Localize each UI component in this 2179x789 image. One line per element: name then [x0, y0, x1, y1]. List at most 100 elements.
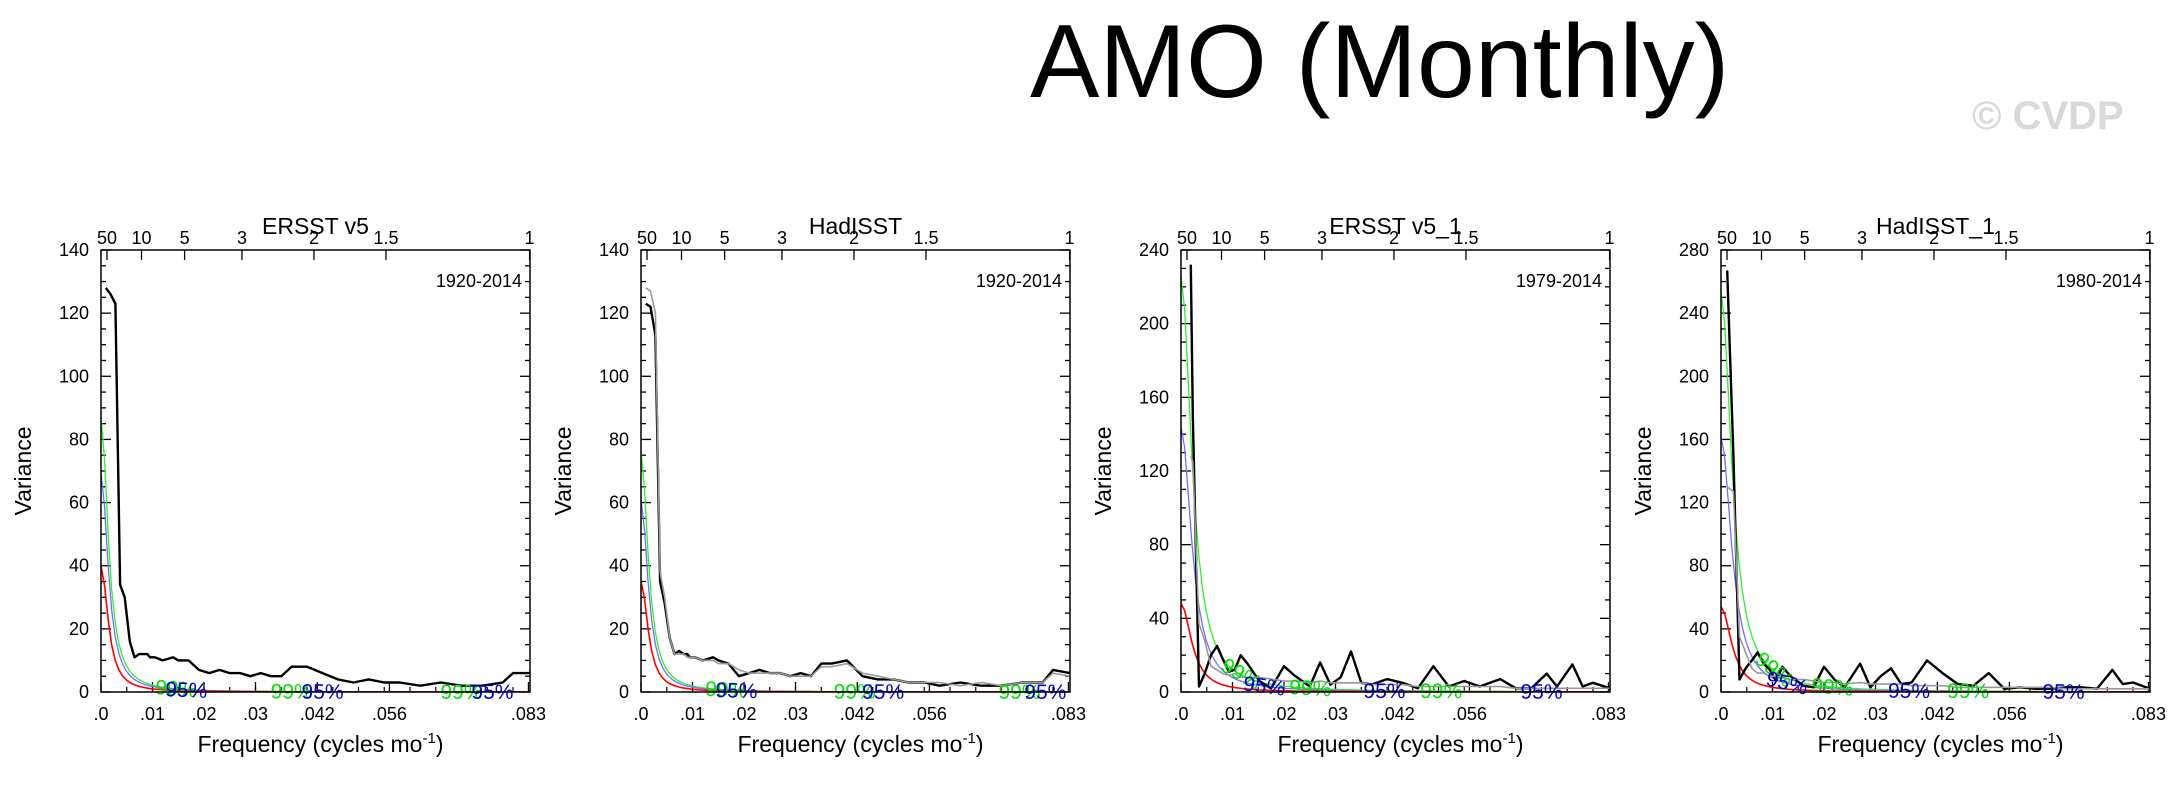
x-tick-label: .056	[1992, 704, 2027, 724]
y-axis-label: Variance	[10, 426, 36, 515]
ci99-line	[1181, 276, 1610, 692]
x-tick-label: .083	[1591, 704, 1626, 724]
panel-title: HadISST	[809, 213, 902, 239]
ci99-label: 99%	[154, 676, 198, 702]
y-tick-label: 80	[1149, 535, 1169, 555]
x-axis-label-close: )	[976, 731, 984, 757]
top-period-tick-label: 50	[637, 228, 657, 248]
y-tick-label: 40	[1149, 608, 1169, 628]
y-tick-label: 120	[599, 303, 629, 323]
ci99-line	[1721, 291, 2150, 692]
x-axis-label-main: Frequency (cycles mo	[738, 731, 963, 757]
y-tick-label: 20	[69, 619, 89, 639]
x-tick-label: .02	[1271, 704, 1296, 724]
ci99-label: 99%	[1810, 674, 1854, 700]
x-axis-label-close: )	[1516, 731, 1524, 757]
y-axis-label: Variance	[1630, 426, 1656, 515]
top-period-tick-label: 3	[1317, 228, 1327, 248]
y-tick-label: 0	[79, 682, 89, 702]
x-axis-label-sup: -1	[422, 730, 435, 747]
x-tick-label: .056	[372, 704, 407, 724]
y-tick-label: 40	[69, 556, 89, 576]
y-tick-label: 240	[1139, 240, 1169, 260]
ci95-label: 95%	[1242, 673, 1287, 701]
top-period-tick-label: 1.5	[373, 228, 398, 248]
page-title: AMO (Monthly)	[1030, 4, 1730, 120]
panel-title: HadISST_1	[1876, 213, 1995, 239]
x-tick-label: .01	[140, 704, 165, 724]
plot-frame	[640, 249, 1071, 693]
y-tick-label: 240	[1679, 303, 1709, 323]
x-tick-label: .042	[1920, 704, 1955, 724]
ci95-label: 95%	[1764, 667, 1810, 699]
red-noise-line	[101, 565, 530, 692]
y-tick-label: 60	[69, 493, 89, 513]
spectrum-panel-4: HadISST_1 1980-2014 Variance Frequency (cyc…	[1630, 213, 2166, 757]
observed-spectrum-line	[645, 302, 1070, 687]
x-tick-label: .083	[511, 704, 546, 724]
x-axis-label-main: Frequency (cycles mo	[1818, 731, 2043, 757]
x-tick-label: .02	[1811, 704, 1836, 724]
model-spectrum-line	[1726, 486, 2150, 690]
y-tick-label: 0	[619, 682, 629, 702]
x-tick-label: .03	[1323, 704, 1348, 724]
spectrum-panel-2: HadISST 1920-2014 Variance Frequency (cycle…	[550, 213, 1086, 757]
top-period-tick-label: 1	[2145, 228, 2155, 248]
panel-title: ERSST v5_1	[1329, 213, 1462, 239]
top-period-tick-label: 1.5	[1453, 228, 1478, 248]
model-spectrum-line	[645, 287, 1070, 687]
curves	[641, 287, 1070, 692]
x-tick-label: .0	[1713, 704, 1728, 724]
x-axis-label-sup: -1	[1502, 730, 1515, 747]
top-period-tick-label: 1	[525, 228, 535, 248]
x-tick-label: .042	[300, 704, 335, 724]
top-period-tick-label: 1	[1065, 228, 1075, 248]
ci99-line	[641, 451, 1070, 692]
observed-spectrum-line	[1189, 264, 1610, 690]
x-tick-label: .0	[1173, 704, 1188, 724]
x-tick-label: .03	[1863, 704, 1888, 724]
y-tick-label: 200	[1139, 314, 1169, 334]
ci99-line	[101, 416, 530, 692]
top-period-tick-label: 10	[1751, 228, 1771, 248]
x-axis-label: Frequency (cycles mo-1)	[1818, 730, 2064, 757]
x-tick-label: .01	[1760, 704, 1785, 724]
ci99-label: 99%	[705, 678, 748, 703]
y-tick-label: 140	[59, 240, 89, 260]
y-tick-label: 140	[599, 240, 629, 260]
plot-frame	[1720, 249, 2151, 693]
y-tick-label: 120	[1679, 493, 1709, 513]
x-axis-label-sup: -1	[2042, 730, 2055, 747]
x-axis-label-main: Frequency (cycles mo	[1278, 731, 1503, 757]
top-period-tick-label: 50	[1177, 228, 1197, 248]
plot-frame	[100, 249, 531, 693]
period-label: 1920-2014	[976, 271, 1062, 291]
x-tick-label: .0	[93, 704, 108, 724]
top-period-tick-label: 3	[237, 228, 247, 248]
x-tick-label: .083	[2131, 704, 2166, 724]
x-tick-label: .01	[1220, 704, 1245, 724]
x-tick-label: .02	[731, 704, 756, 724]
y-tick-label: 0	[1159, 682, 1169, 702]
top-period-tick-label: 2	[1389, 228, 1399, 248]
x-axis-label: Frequency (cycles mo-1)	[198, 730, 444, 757]
y-tick-label: 80	[609, 429, 629, 449]
x-tick-label: .042	[840, 704, 875, 724]
y-tick-label: 20	[609, 619, 629, 639]
top-period-tick-label: 1.5	[1993, 228, 2018, 248]
period-label: 1979-2014	[1516, 271, 1602, 291]
x-tick-label: .03	[243, 704, 268, 724]
y-tick-label: 60	[609, 493, 629, 513]
top-period-tick-label: 5	[720, 228, 730, 248]
top-period-tick-label: 50	[97, 228, 117, 248]
top-period-tick-label: 10	[131, 228, 151, 248]
observed-spectrum-line	[104, 287, 530, 687]
period-label: 1980-2014	[2056, 271, 2142, 291]
x-axis-label-close: )	[2056, 731, 2064, 757]
top-period-tick-label: 1	[1605, 228, 1615, 248]
y-tick-label: 120	[1139, 461, 1169, 481]
period-label: 1920-2014	[436, 271, 522, 291]
red-noise-line	[641, 581, 1070, 692]
curves	[1721, 270, 2150, 692]
y-tick-label: 120	[59, 303, 89, 323]
